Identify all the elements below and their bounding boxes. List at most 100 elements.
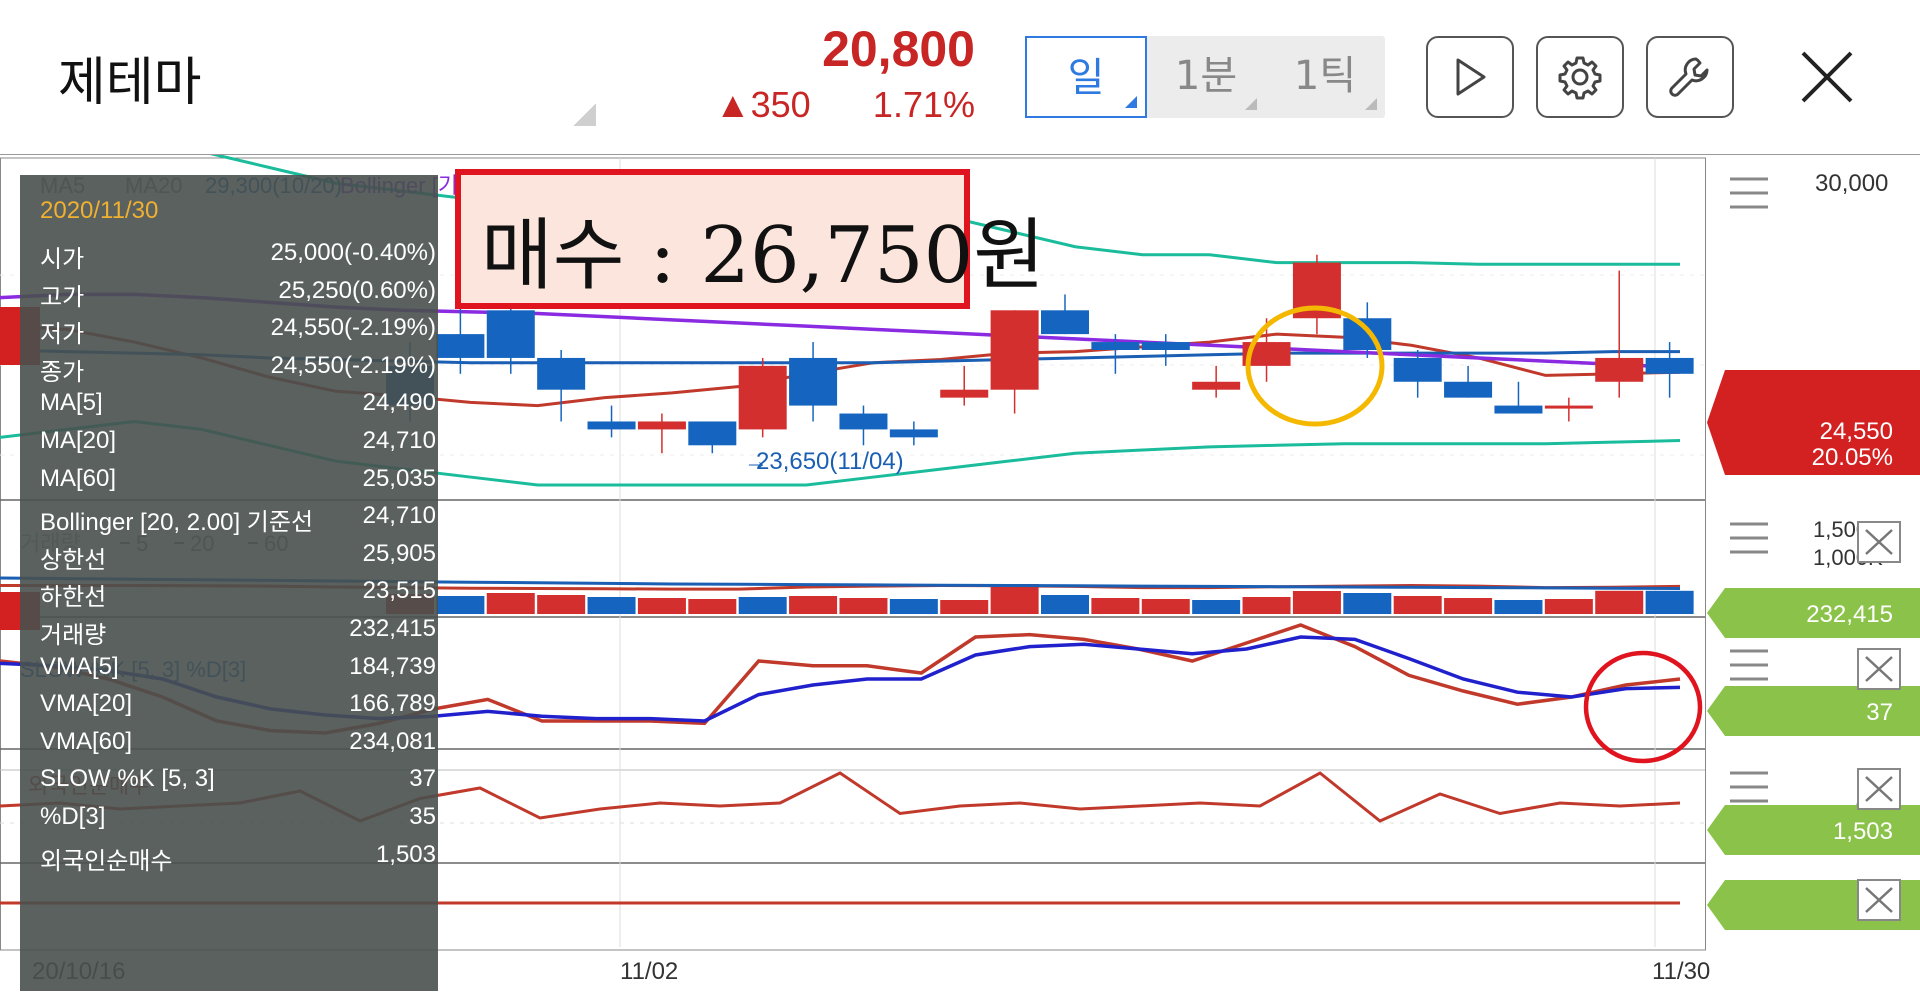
menu-icon[interactable] [1730,522,1768,554]
candle-body [486,310,535,358]
volume-bar [486,593,535,614]
period-tab-day[interactable]: 일 [1025,36,1147,118]
tooltip-value: 37 [409,765,436,793]
candle-body [1393,357,1442,382]
panel-close-button[interactable] [1857,768,1901,810]
x-tick-label: 11/02 [620,958,678,985]
menu-icon[interactable] [1730,177,1768,209]
tooltip-label: VMA[60] [40,727,133,755]
menu-icon[interactable] [1730,771,1768,803]
current-pct-label-value: 20.05% [1812,444,1893,471]
close-icon[interactable] [1795,45,1859,109]
tooltip-row: VMA[20] 166,789 [40,690,436,726]
play-button[interactable] [1426,36,1514,118]
volume-bar [1242,597,1291,614]
stochastic-value-tag-text: 37 [1866,699,1893,726]
play-icon [1456,58,1486,96]
volume-bar [1444,598,1493,614]
menu-icon[interactable] [1730,649,1768,681]
candle-body [738,365,787,430]
tooltip-value: 24,490 [362,389,436,417]
tooltip-value: 23,515 [362,577,436,605]
tooltip-label: Bollinger [20, 2.00] 기준선 [40,509,314,537]
volume-bar [637,598,686,614]
dropdown-corner-icon [1365,98,1377,110]
stochastic-value-tag [1707,686,1920,736]
period-tab-label: 일 [1067,55,1105,101]
close-icon [1865,776,1893,802]
period-tab-tick[interactable]: 1틱 [1265,36,1385,118]
tooltip-label: 거래량 [40,622,107,649]
tooltip-row: %D[3] 35 [40,803,436,839]
volume-bar [1645,590,1694,614]
period-tab-label: 1틱 [1293,53,1357,99]
volume-bar [738,597,787,614]
resize-handle[interactable] [572,104,596,126]
candle-body [436,334,485,358]
tooltip-date: 2020/11/30 [40,197,159,224]
tooltip-row: 시가 25,000(-0.40%) [40,239,436,275]
volume-bar [1091,598,1140,614]
tooltip-row: MA[20] 24,710 [40,427,436,463]
candle-body [1192,381,1241,390]
candle-body [789,357,838,406]
buy-annotation-text: 매수 : 26,750원 [481,211,1046,301]
tooltip-row: 하한선 23,515 [40,577,436,613]
close-icon [1865,887,1893,913]
volume-bar [889,599,938,614]
tooltip-row: 종가 24,550(-2.19%) [40,352,436,388]
candle-body [1343,318,1392,350]
tooltip-label: VMA[5] [40,652,119,680]
tooltip-value: 24,710 [362,502,436,530]
period-tab-label: 1분 [1174,53,1238,99]
panel-close-button[interactable] [1857,879,1901,921]
volume-bar [1595,590,1644,614]
tooltip-row: Bollinger [20, 2.00] 기준선 24,710 [40,502,436,538]
volume-bar [990,584,1039,614]
tooltip-label: 상한선 [40,546,107,574]
candle-body [839,413,888,430]
tooltip-value: 25,905 [362,539,436,567]
tooltip-label: 시가 [40,246,85,273]
candle-body [1595,357,1644,382]
tools-button[interactable] [1646,36,1734,118]
tooltip-row: 저가 24,550(-2.19%) [40,314,436,350]
candle-body [990,310,1039,390]
tooltip-value: 25,250(0.60%) [278,276,436,304]
volume-bar [1544,599,1593,614]
candle-body [1041,310,1089,335]
tooltip-label: 하한선 [40,584,107,612]
wrench-icon [1669,57,1709,97]
y-tick-label: 30,000 [1815,170,1888,197]
stock-name[interactable]: 제테마 [58,53,202,113]
tooltip-row: 고가 25,250(0.60%) [40,277,436,313]
tooltip-label: VMA[20] [40,690,133,718]
settings-button[interactable] [1536,36,1624,118]
candle-body [889,429,938,438]
volume-value-tag-text: 232,415 [1806,601,1893,628]
candle-body [1242,342,1291,366]
data-tooltip: 2020/11/30 시가 25,000(-0.40%) 고가 25,250(0.60… [20,175,438,991]
tooltip-label: 종가 [40,358,85,386]
panel-close-button[interactable] [1857,521,1901,563]
current-price-tag [1707,370,1920,475]
x-tick-label: 11/30 [1652,958,1710,985]
tooltip-label: 저가 [40,321,85,349]
tooltip-value: 24,550(-2.19%) [270,314,436,342]
tooltip-label: SLOW %K [5, 3] [40,765,215,793]
volume-bar [587,597,636,614]
volume-value-tag [1707,588,1920,638]
volume-bar [1292,591,1341,614]
min-price-arrow: → [744,448,768,475]
panel-close-button[interactable] [1857,648,1901,690]
period-tab-minute[interactable]: 1분 [1147,36,1265,118]
tooltip-value: 25,000(-0.40%) [270,239,436,266]
tooltip-value: 24,550(-2.19%) [270,351,436,379]
tooltip-row: MA[5] 24,490 [40,389,436,425]
tooltip-label: 외국인순매수 [40,847,173,875]
price-change: ▲350 [715,84,811,125]
volume-bar [1393,596,1442,614]
candle-body [1544,405,1593,409]
tooltip-row: 거래량 232,415 [40,615,436,651]
tooltip-value: 1,503 [375,840,436,868]
